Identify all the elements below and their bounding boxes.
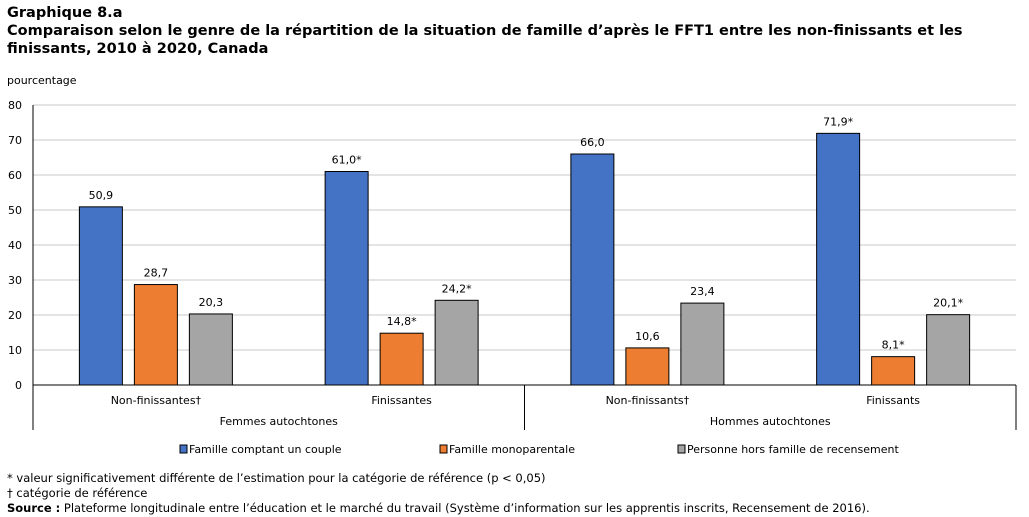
significance-note: * valeur significativement différente de… [7,471,546,485]
data-label: 20,3 [199,296,224,309]
x-tick-label: Finissants [866,394,920,407]
bar [625,347,670,386]
source-text: Plateforme longitudinale entre l’éducati… [60,501,870,515]
data-label: 61,0* [332,154,362,167]
y-axis-label: pourcentage [7,74,77,87]
footnotes: * valeur significativement différente de… [7,471,870,516]
y-tick-label: 30 [8,274,22,287]
bar [188,313,233,386]
bar [680,302,725,386]
bar [816,132,861,386]
y-tick-label: 10 [8,344,22,357]
y-tick-label: 70 [8,134,22,147]
x-tick-label: Finissantes [371,394,432,407]
bar [324,171,369,386]
chart-title-line1: Graphique 8.a [7,5,123,21]
bar [570,153,615,386]
y-tick-label: 40 [8,239,22,252]
legend-label: Famille comptant un couple [189,443,342,456]
x-group-label: Femmes autochtones [220,415,338,428]
bar-chart: pourcentage 0 10 20 30 40 50 60 70 80 50,9 61,0* 66,… [7,74,1017,456]
data-label: 71,9* [823,115,853,128]
reference-note: † catégorie de référence [7,486,148,500]
bar [133,284,178,386]
data-label: 8,1* [882,339,905,352]
y-tick-label: 20 [8,309,22,322]
data-label: 20,1* [933,297,963,310]
legend-swatch [179,444,188,454]
source-note: Source : Plateforme longitudinale entre … [7,501,870,516]
legend-label: Personne hors famille de recensement [687,443,899,456]
bar [926,314,971,386]
legend-swatch [677,444,686,454]
y-tick-label: 60 [8,169,22,182]
bar [434,299,479,386]
data-label: 10,6 [635,330,660,343]
x-group-label: Hommes autochtones [710,415,831,428]
data-label: 28,7 [144,267,169,280]
chart-title: Graphique 8.a Comparaison selon le genre… [7,4,1022,58]
data-label: 50,9 [89,189,114,202]
data-label: 66,0 [580,136,605,149]
x-tick-label: Non-finissantes† [111,394,202,407]
legend-swatch [439,444,448,454]
source-label: Source : [7,501,61,515]
y-tick-label: 50 [8,204,22,217]
chart-title-line2: Comparaison selon le genre de la réparti… [7,23,963,57]
bar [78,206,123,386]
legend-label: Famille monoparentale [449,443,575,456]
y-tick-label: 0 [15,379,22,392]
data-label: 14,8* [387,315,417,328]
data-label: 23,4 [690,285,715,298]
bar [871,356,916,386]
data-label: 24,2* [442,282,472,295]
bar [379,332,424,386]
y-tick-label: 80 [8,99,22,112]
x-tick-label: Non-finissants† [606,394,690,407]
